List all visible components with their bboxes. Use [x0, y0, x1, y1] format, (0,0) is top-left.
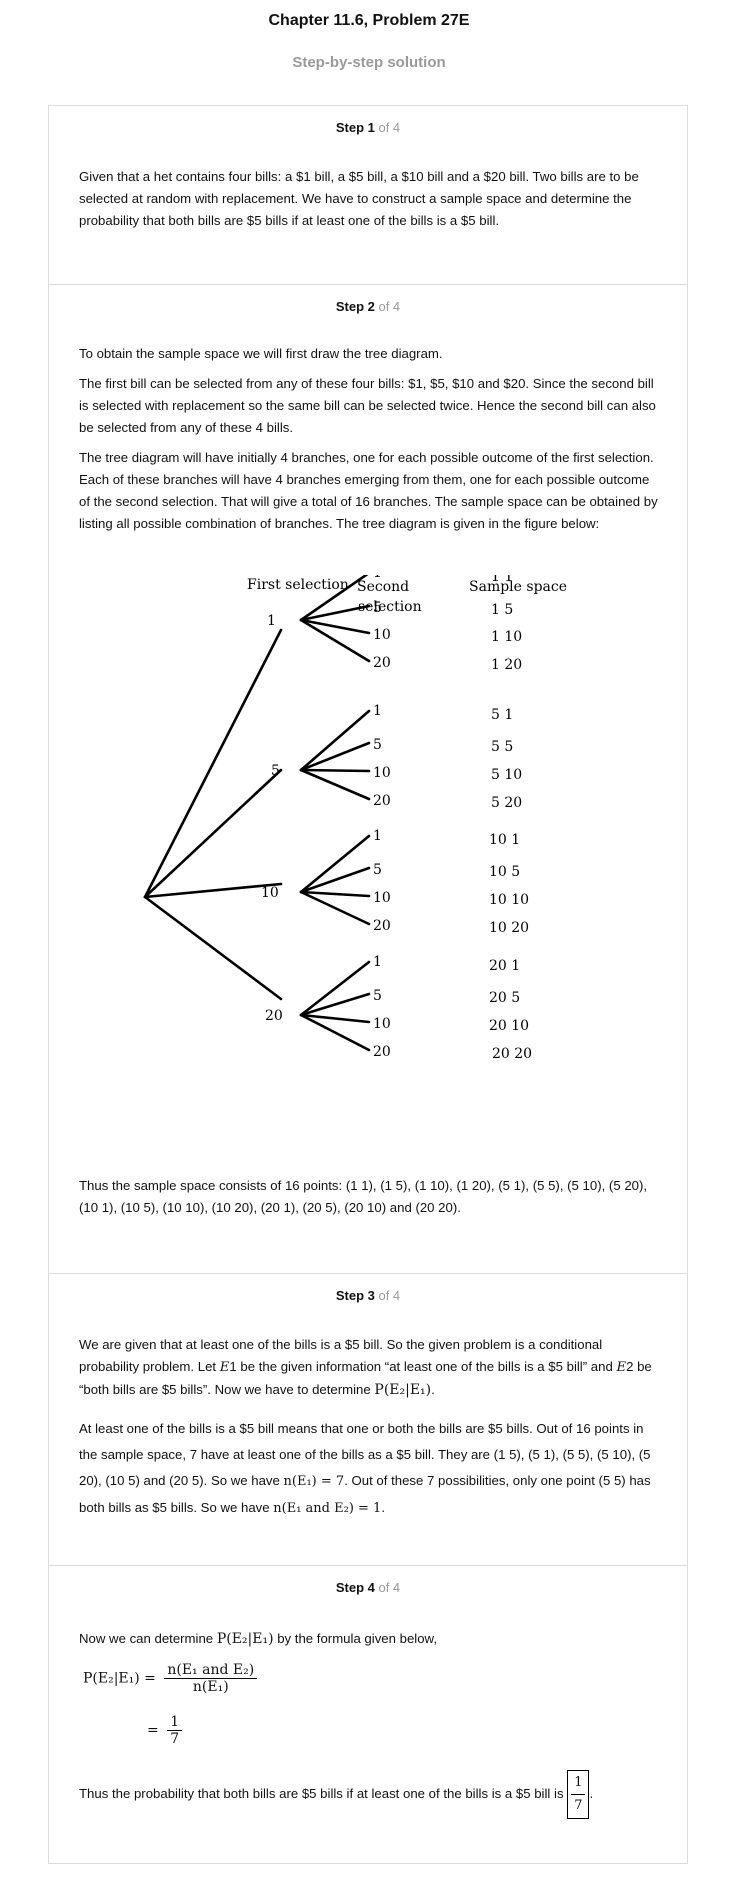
tree-col-second-selection-1: Second: [357, 579, 409, 595]
second-branch-1-10: [299, 618, 371, 635]
second-branch-5-10: [299, 768, 371, 773]
second-selection-10-20: 20: [373, 918, 391, 934]
second-branch-5-20: [299, 768, 371, 801]
second-selection-20-5: 5: [373, 988, 382, 1004]
second-branch-20-20: [299, 1013, 371, 1052]
tree-col-second-selection-2: selection: [358, 599, 422, 615]
step-3-text-1: We are given that at least one of the bi…: [79, 1337, 652, 1398]
second-branch-20-1: [299, 960, 371, 1017]
step-3-card: Step 3 of 4 We are given that at least o…: [48, 1274, 688, 1566]
step-1-heading: Step 1 of 4: [335, 120, 401, 135]
second-selection-20-20: 20: [373, 1044, 391, 1060]
second-selection-10-5: 5: [373, 862, 382, 878]
second-branch-10-10: [299, 890, 371, 898]
first-branch-20: [143, 895, 283, 1001]
tree-col-first-selection: First selection: [247, 577, 349, 593]
formula-fraction: n(E₁ and E₂) n(E₁): [164, 1662, 258, 1695]
step-2-conclusion: Thus the sample space consists of 16 poi…: [79, 1178, 648, 1215]
sample-20-20: 20 20: [492, 1046, 532, 1062]
step-2-card: Step 2 of 4 To obtain the sample space w…: [48, 285, 688, 1274]
step-1-card: Step 1 of 4 Given that a het contains fo…: [48, 105, 688, 285]
math-p-e2-given-e1: P(E₂|E₁): [374, 1382, 432, 1398]
second-branch-20-5: [299, 992, 371, 1017]
step-4-final: Thus the probability that both bills are…: [79, 1770, 659, 1819]
second-branch-20-10: [299, 1013, 371, 1024]
sample-10-20: 10 20: [489, 920, 529, 936]
step-2-heading: Step 2 of 4: [335, 299, 401, 314]
second-selection-1-1: 1: [373, 575, 382, 581]
step-3-heading: Step 3 of 4: [335, 1288, 401, 1303]
first-selection-1: 1: [267, 613, 276, 629]
first-selection-10: 10: [261, 885, 279, 901]
sample-5-1: 5 1: [491, 707, 513, 723]
second-branch-1-5: [299, 604, 371, 622]
page-subtitle: Step-by-step solution: [292, 54, 446, 71]
formula-result: = 1 7: [147, 1714, 186, 1747]
second-branch-10-20: [299, 890, 371, 926]
second-branch-10-1: [299, 834, 371, 894]
second-selection-20-10: 10: [373, 1016, 391, 1032]
second-branch-1-20: [299, 618, 371, 663]
second-selection-1-10: 10: [373, 627, 391, 643]
first-selection-5: 5: [271, 763, 280, 779]
second-selection-5-1: 1: [373, 703, 382, 719]
sample-10-1: 10 1: [489, 832, 520, 848]
sample-5-5: 5 5: [491, 739, 513, 755]
formula-block: P(E₂|E₁) = n(E₁ and E₂) n(E₁): [83, 1662, 261, 1695]
sample-1-5: 1 5: [491, 602, 513, 618]
math-n-e1-and-e2: n(E₁ and E₂) = 1: [273, 1501, 382, 1516]
step-4-text-1: Now we can determine P(E₂|E₁) by the for…: [79, 1631, 438, 1647]
second-branch-5-1: [299, 709, 371, 772]
math-p-e2-given-e1-2: P(E₂|E₁): [216, 1631, 274, 1647]
first-selection-20: 20: [265, 1008, 283, 1024]
second-selection-20-1: 1: [373, 954, 382, 970]
tree-diagram: First selection Second selection Sample …: [143, 575, 567, 1062]
sample-5-10: 5 10: [491, 767, 522, 783]
second-selection-1-5: 5: [373, 600, 382, 616]
sample-20-5: 20 5: [489, 990, 520, 1006]
second-selection-5-5: 5: [373, 737, 382, 753]
formula-lhs: P(E₂|E₁) =: [83, 1670, 156, 1687]
sample-1-1: 1 1: [491, 575, 513, 585]
second-branch-5-5: [299, 741, 371, 772]
second-selection-10-1: 1: [373, 828, 382, 844]
second-selection-5-20: 20: [373, 793, 391, 809]
second-branch-1-1: [299, 575, 369, 622]
first-branch-10: [143, 882, 283, 899]
step-4-heading: Step 4 of 4: [335, 1580, 401, 1595]
step-3-text-2: At least one of the bills is a $5 bill m…: [79, 1421, 651, 1516]
sample-5-20: 5 20: [491, 795, 522, 811]
step-1-text: Given that a het contains four bills: a …: [79, 169, 639, 228]
sample-1-10: 1 10: [491, 629, 522, 645]
second-selection-5-10: 10: [373, 765, 391, 781]
tree-col-sample-space: Sample space: [469, 579, 567, 595]
step-2-text-2: The first bill can be selected from any …: [79, 376, 656, 435]
sample-10-10: 10 10: [489, 892, 529, 908]
sample-10-5: 10 5: [489, 864, 520, 880]
step-2-text-1: To obtain the sample space we will first…: [79, 346, 443, 361]
step-4-card: Step 4 of 4 Now we can determine P(E₂|E₁…: [48, 1566, 688, 1864]
math-n-e1: n(E₁) = 7: [283, 1474, 345, 1489]
sample-20-10: 20 10: [489, 1018, 529, 1034]
sample-20-1: 20 1: [489, 958, 520, 974]
second-branch-10-5: [299, 866, 371, 894]
second-selection-1-20: 20: [373, 655, 391, 671]
second-selection-10-10: 10: [373, 890, 391, 906]
step-2-text-3: The tree diagram will have initially 4 b…: [79, 450, 658, 531]
first-branch-1: [143, 628, 283, 899]
page-title: Chapter 11.6, Problem 27E: [268, 12, 470, 29]
sample-1-20: 1 20: [491, 657, 522, 673]
first-branch-5: [143, 768, 283, 899]
